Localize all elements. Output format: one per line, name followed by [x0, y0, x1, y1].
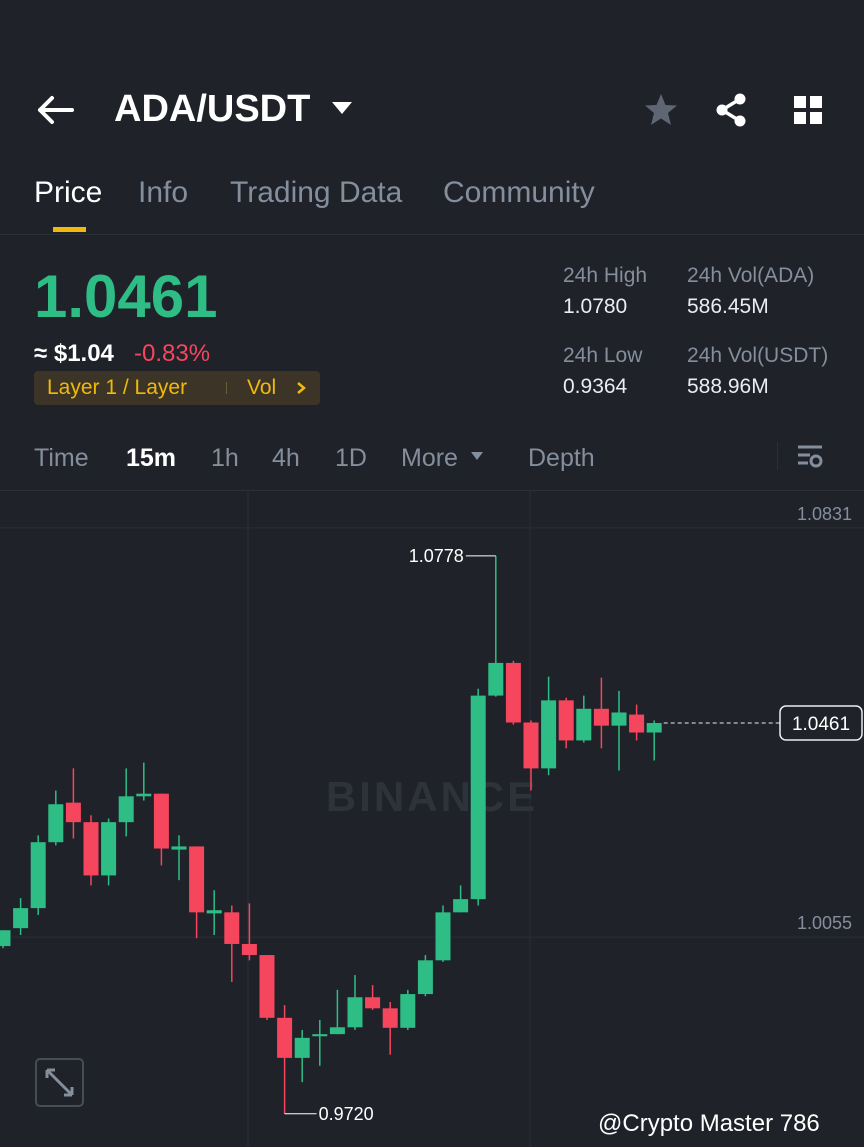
- back-button[interactable]: [36, 94, 76, 126]
- y-tick-label: 1.0831: [797, 504, 852, 524]
- tag-sep: [226, 382, 227, 394]
- candle-body: [576, 708, 592, 741]
- candle-body: [101, 822, 117, 876]
- candle-body: [470, 695, 486, 900]
- candle-body: [435, 912, 451, 961]
- y-tick-label: 1.0055: [797, 913, 852, 933]
- stat-value: 0.9364: [563, 375, 628, 398]
- candle-body: [189, 846, 205, 913]
- tab[interactable]: Community: [443, 176, 595, 209]
- tag-link[interactable]: Vol: [247, 376, 277, 399]
- stat-value: 1.0780: [563, 295, 628, 318]
- candle-body: [541, 700, 557, 769]
- candle-body: [48, 804, 64, 843]
- tab-indicator: [53, 227, 86, 232]
- approx-price: ≈ $1.04: [34, 340, 114, 367]
- favorite-icon[interactable]: [643, 92, 679, 128]
- last-price: 1.0461: [34, 263, 218, 330]
- more-caret: [471, 452, 483, 460]
- stat-value: 588.96M: [687, 375, 769, 398]
- last-price-label: 1.0461: [792, 714, 850, 735]
- watermark: BINANCE: [326, 773, 538, 820]
- stat-label: 24h Vol(USDT): [687, 344, 829, 367]
- tag-arrow: [297, 382, 306, 394]
- candle-body: [347, 997, 363, 1028]
- candle-body: [13, 908, 29, 929]
- chart-settings[interactable]: [796, 444, 826, 470]
- menu-icon[interactable]: [793, 95, 825, 127]
- tab[interactable]: Info: [138, 176, 189, 209]
- interval[interactable]: 4h: [272, 444, 300, 472]
- candle-body: [241, 943, 257, 956]
- candle-body: [523, 722, 539, 769]
- candle-body: [224, 912, 240, 944]
- tab[interactable]: Trading Data: [230, 176, 403, 209]
- last-price-box: [779, 705, 863, 741]
- max-marker-label: 1.0778: [409, 546, 464, 566]
- candle-body: [382, 1008, 398, 1028]
- candle-body: [277, 1017, 293, 1058]
- candle-body: [488, 662, 504, 696]
- interval[interactable]: Depth: [528, 444, 595, 472]
- candle-body: [417, 960, 433, 995]
- stat-label: 24h Low: [563, 344, 643, 367]
- price-change: -0.83%: [134, 340, 211, 367]
- candle-body: [629, 714, 645, 733]
- candle-body: [593, 708, 609, 726]
- candle-body: [259, 955, 275, 1018]
- candle-body: [206, 910, 222, 914]
- candle-body: [365, 997, 381, 1009]
- stat-value: 586.45M: [687, 295, 769, 318]
- pair-dropdown[interactable]: [331, 101, 353, 115]
- credit: @Crypto Master 786: [598, 1110, 820, 1137]
- interval[interactable]: 1D: [335, 444, 367, 472]
- candle-body: [118, 796, 134, 823]
- share-icon[interactable]: [714, 92, 750, 128]
- candle-body: [83, 822, 99, 876]
- interval[interactable]: Time: [34, 444, 89, 472]
- candle-body: [0, 930, 11, 947]
- fullscreen-button[interactable]: [35, 1058, 85, 1108]
- interval[interactable]: 15m: [126, 444, 177, 472]
- tab[interactable]: Price: [34, 176, 103, 209]
- divider: [0, 234, 864, 235]
- candle-body: [505, 662, 521, 723]
- candle-body: [294, 1037, 310, 1058]
- tag-box[interactable]: [34, 371, 320, 405]
- candle-body: [153, 793, 169, 849]
- candle-body: [453, 899, 469, 913]
- stat-label: 24h High: [563, 264, 648, 287]
- divider: [0, 490, 864, 491]
- pair-title[interactable]: ADA/USDT: [114, 88, 311, 130]
- candle-body: [329, 1027, 345, 1035]
- candle-body: [611, 712, 627, 726]
- candlestick-chart: BINANCE 1.0831 1.0055 1.0778 0.9720 1.0461: [0, 491, 864, 1147]
- candle-body: [171, 846, 187, 850]
- divider: [777, 442, 778, 470]
- candle-body: [312, 1034, 328, 1037]
- candle-body: [136, 793, 152, 797]
- tag[interactable]: Layer 1 / Layer: [47, 376, 188, 399]
- candle-body: [65, 802, 81, 823]
- interval[interactable]: 1h: [211, 444, 239, 472]
- candle-body: [558, 700, 574, 741]
- candle-body: [30, 842, 46, 909]
- candle-body: [646, 723, 662, 733]
- stat-label: 24h Vol(ADA): [687, 264, 815, 287]
- candle-body: [400, 994, 416, 1028]
- min-marker-label: 0.9720: [319, 1104, 374, 1124]
- interval[interactable]: More: [401, 444, 458, 472]
